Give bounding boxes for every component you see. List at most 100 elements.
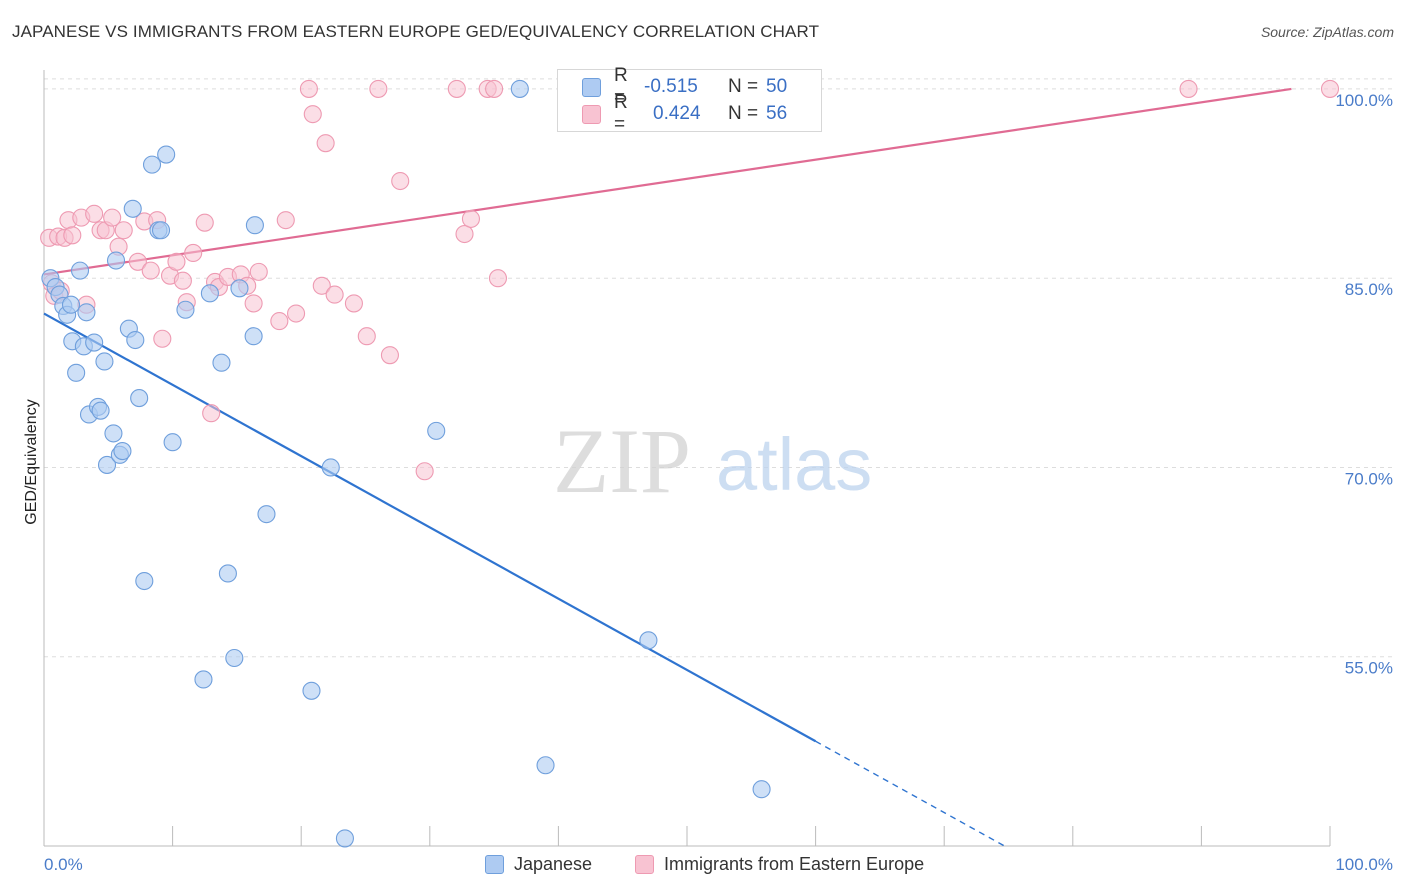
data-point-eastern-europe	[287, 304, 306, 323]
correlation-legend: R = -0.515 N = 50 R = 0.424 N = 56	[557, 65, 822, 135]
data-point-japanese	[321, 458, 340, 477]
data-point-japanese	[104, 424, 123, 443]
data-point-eastern-europe	[391, 171, 410, 191]
data-point-eastern-europe	[488, 269, 508, 288]
data-point-eastern-europe	[455, 224, 474, 244]
japanese-points	[41, 73, 771, 848]
data-point-japanese	[142, 155, 162, 174]
data-point-japanese	[123, 199, 142, 218]
bottom-legend-label-eastern-europe: Immigrants from Eastern Europe	[664, 853, 925, 874]
data-point-eastern-europe	[369, 79, 388, 98]
watermark-atlas: atlas	[716, 423, 872, 506]
data-point-eastern-europe	[184, 243, 203, 263]
y-tick-label: 100.0%	[1335, 91, 1393, 110]
data-point-eastern-europe	[325, 285, 344, 304]
data-point-eastern-europe	[167, 252, 186, 271]
data-point-japanese	[77, 303, 96, 322]
data-point-eastern-europe	[485, 79, 504, 98]
bottom-legend-eastern-europe: Immigrants from Eastern Europe	[635, 852, 924, 876]
watermark-zip: ZIP	[553, 410, 691, 512]
data-point-japanese	[225, 648, 244, 668]
y-tick-label: 55.0%	[1345, 659, 1393, 678]
chart-title: JAPANESE VS IMMIGRANTS FROM EASTERN EURO…	[12, 22, 820, 41]
data-point-eastern-europe	[249, 262, 268, 281]
data-point-eastern-europe	[128, 252, 147, 271]
data-point-japanese	[61, 295, 81, 314]
data-point-japanese	[157, 145, 176, 164]
data-point-eastern-europe	[103, 208, 122, 227]
legend-n-value-eastern-europe: 56	[766, 103, 788, 124]
trendline-japanese	[43, 312, 817, 743]
chart-source: Source: ZipAtlas.com	[1260, 24, 1394, 40]
y-tick-label: 70.0%	[1345, 469, 1393, 488]
data-point-eastern-europe	[1179, 79, 1198, 98]
trendline-japanese-extension	[815, 740, 1005, 847]
data-point-eastern-europe	[344, 294, 363, 313]
y-tick-label: 85.0%	[1345, 280, 1393, 299]
data-point-eastern-europe	[173, 271, 192, 290]
data-point-japanese	[151, 221, 171, 240]
data-point-japanese	[427, 421, 446, 440]
legend-r-value-japanese: -0.515	[644, 76, 698, 97]
data-point-eastern-europe	[461, 209, 481, 228]
legend-swatch-eastern-europe	[582, 104, 601, 124]
data-point-eastern-europe	[1320, 79, 1340, 98]
legend-row-eastern-europe: R = 0.424 N = 56	[582, 92, 788, 135]
data-point-eastern-europe	[195, 213, 214, 232]
data-point-japanese	[230, 279, 249, 298]
data-point-eastern-europe	[357, 327, 376, 346]
data-point-eastern-europe	[202, 404, 221, 423]
y-axis-label: GED/Equivalency	[23, 399, 40, 524]
data-point-japanese	[752, 780, 771, 799]
data-point-eastern-europe	[114, 221, 133, 240]
legend-row-japanese: R = -0.515 N = 50	[582, 65, 788, 108]
data-point-japanese	[245, 216, 264, 235]
data-point-eastern-europe	[299, 79, 318, 98]
data-point-japanese	[135, 571, 154, 591]
data-point-japanese	[106, 251, 126, 270]
data-point-japanese	[218, 564, 237, 583]
data-point-eastern-europe	[415, 462, 434, 481]
legend-n-label: N =	[728, 103, 759, 124]
data-point-eastern-europe	[447, 79, 466, 98]
data-point-eastern-europe	[141, 261, 160, 280]
data-point-japanese	[536, 756, 555, 775]
x-tick-label-max: 100.0%	[1335, 855, 1393, 874]
legend-r-label: R =	[614, 92, 628, 135]
axes	[43, 70, 1331, 847]
data-point-eastern-europe	[276, 211, 295, 230]
data-point-eastern-europe	[380, 346, 399, 365]
legend-r-value-eastern-europe: 0.424	[653, 103, 701, 124]
data-point-japanese	[194, 670, 213, 689]
data-point-eastern-europe	[270, 312, 289, 331]
data-point-eastern-europe	[153, 329, 172, 348]
data-point-japanese	[212, 353, 231, 372]
watermark: ZIP atlas	[553, 410, 872, 512]
data-point-eastern-europe	[303, 105, 322, 124]
data-point-eastern-europe	[316, 134, 335, 153]
data-point-japanese	[302, 681, 321, 700]
legend-n-label: N =	[728, 76, 759, 97]
data-point-japanese	[91, 401, 110, 420]
data-point-japanese	[257, 505, 276, 524]
tick-labels: 55.0% 70.0% 85.0% 100.0% 0.0% 100.0%	[44, 91, 1393, 874]
data-point-japanese	[335, 829, 354, 848]
bottom-legend-swatch-eastern-europe	[635, 854, 654, 874]
gridlines	[44, 78, 1395, 658]
bottom-legend-swatch-japanese	[485, 854, 504, 874]
data-point-eastern-europe	[244, 294, 263, 313]
data-point-japanese	[244, 327, 263, 346]
data-point-eastern-europe	[63, 226, 82, 245]
data-point-japanese	[95, 352, 114, 371]
data-point-japanese	[97, 455, 117, 474]
bottom-legend-japanese: Japanese	[485, 852, 592, 876]
bottom-legend-label-japanese: Japanese	[514, 853, 593, 874]
data-point-japanese	[130, 389, 149, 408]
legend-swatch-japanese	[582, 77, 601, 97]
legend-n-value-japanese: 50	[766, 76, 788, 97]
trendline-eastern-europe	[43, 87, 1292, 276]
data-point-japanese	[126, 330, 145, 350]
data-point-japanese	[67, 363, 86, 382]
data-point-eastern-europe	[312, 276, 331, 295]
